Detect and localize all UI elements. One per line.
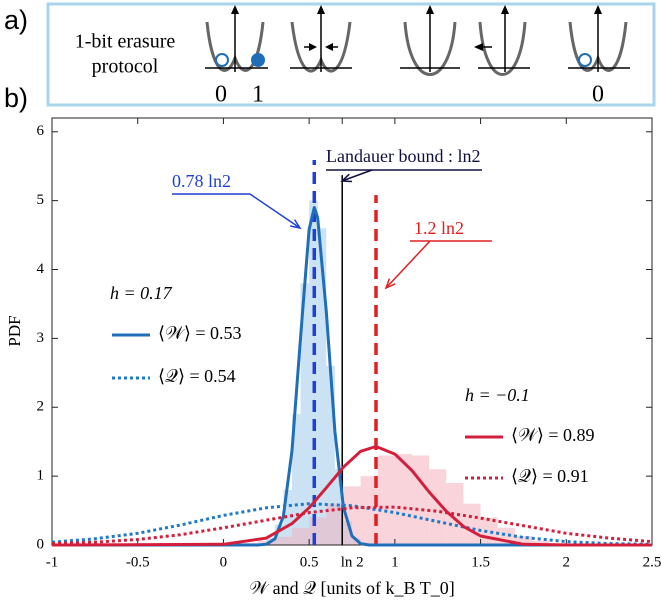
x-tick-label: ln 2 [341, 554, 364, 570]
legend-label: ⟨𝒬⟩ = 0.54 [158, 366, 236, 386]
y-axis-label: PDF [5, 315, 24, 346]
annotation: Landauer bound : ln2 [326, 146, 480, 166]
histogram-bar [394, 454, 412, 545]
histogram-bar [412, 455, 430, 545]
curve [52, 206, 652, 547]
panel-a-frame [46, 2, 656, 107]
panel-label: a) [4, 5, 28, 35]
caption: 1-bit erasure [75, 31, 176, 53]
y-tick-label: 2 [37, 399, 45, 415]
y-tick-label: 5 [37, 192, 45, 208]
legend-label: ⟨𝒲⟩ = 0.89 [511, 425, 595, 445]
y-tick-label: 1 [37, 468, 45, 484]
histogram-bar [532, 540, 550, 545]
x-tick-label: 0.5 [300, 554, 319, 570]
histogram-bar [377, 455, 395, 545]
x-axis-label: 𝒲 and 𝒬 [units of k_B T_0] [249, 578, 454, 598]
particle [215, 53, 229, 67]
x-tick-label: -0.5 [126, 554, 150, 570]
y-tick-label: 0 [37, 536, 45, 552]
legend-label: ⟨𝒲⟩ = 0.53 [158, 323, 242, 343]
caption: protocol [92, 56, 159, 78]
histogram-bar [429, 469, 447, 545]
histogram-bar [283, 489, 292, 545]
curve [51, 502, 653, 546]
panel-a: a) 1-bit erasure protocol [4, 2, 656, 108]
legend-title: h = 0.17 [110, 283, 173, 303]
annotation-arrowhead [340, 173, 353, 183]
particle [578, 53, 592, 67]
x-tick-label: 1 [391, 554, 399, 570]
axes-icons [205, 10, 630, 72]
x-tick-label: 2.5 [643, 554, 662, 570]
annotation-arrowhead [384, 278, 396, 290]
state-label: 0 [592, 82, 604, 108]
histogram-bar [360, 476, 378, 545]
state-label: 1 [252, 82, 264, 108]
histogram-bar [463, 503, 481, 545]
annotation-arrow [341, 169, 373, 182]
y-tick-label: 3 [37, 330, 45, 346]
annotation-arrow [249, 193, 301, 229]
histogram-bar [274, 536, 292, 545]
particle [251, 53, 265, 67]
histogram-bar [274, 524, 284, 545]
x-tick-label: 2 [563, 554, 571, 570]
histogram-bar [326, 503, 344, 545]
legend-title: h = −0.1 [465, 385, 530, 405]
y-tick-label: 6 [37, 123, 45, 139]
histogram-bar [326, 365, 335, 545]
plot-frame [51, 117, 653, 546]
curve [51, 505, 653, 546]
x-tick-label: 0 [220, 554, 228, 570]
histogram-bar [317, 228, 327, 545]
annotation-arrow [385, 240, 431, 289]
histogram-bar [300, 283, 310, 545]
potential-wells [205, 21, 628, 76]
histogram-bar [292, 527, 310, 545]
arrow-heads [231, 5, 602, 51]
annotation: 1.2 ln2 [414, 218, 464, 238]
y-tick-label: 4 [37, 261, 45, 277]
curve [51, 445, 652, 547]
histogram-bar [514, 536, 532, 545]
panel-label: b) [4, 83, 28, 113]
x-tick-label: 1.5 [471, 554, 490, 570]
plot: -1 -0.5 0 0.5 ln 2 1 1.5 2 2.5 0 1 2 3 4 5 6 h = 0.17 h =… [37, 117, 662, 570]
histogram-bar [343, 486, 361, 545]
annotation-arrowhead [290, 219, 302, 230]
histogram-bar [446, 483, 464, 545]
annotation: 0.78 ln2 [172, 171, 231, 191]
state-label: 0 [215, 82, 227, 108]
legend-label: ⟨𝒬⟩ = 0.91 [511, 466, 589, 486]
x-tick-label: -1 [46, 554, 59, 570]
histogram-bar [292, 414, 301, 545]
histogram-bar [309, 517, 327, 545]
